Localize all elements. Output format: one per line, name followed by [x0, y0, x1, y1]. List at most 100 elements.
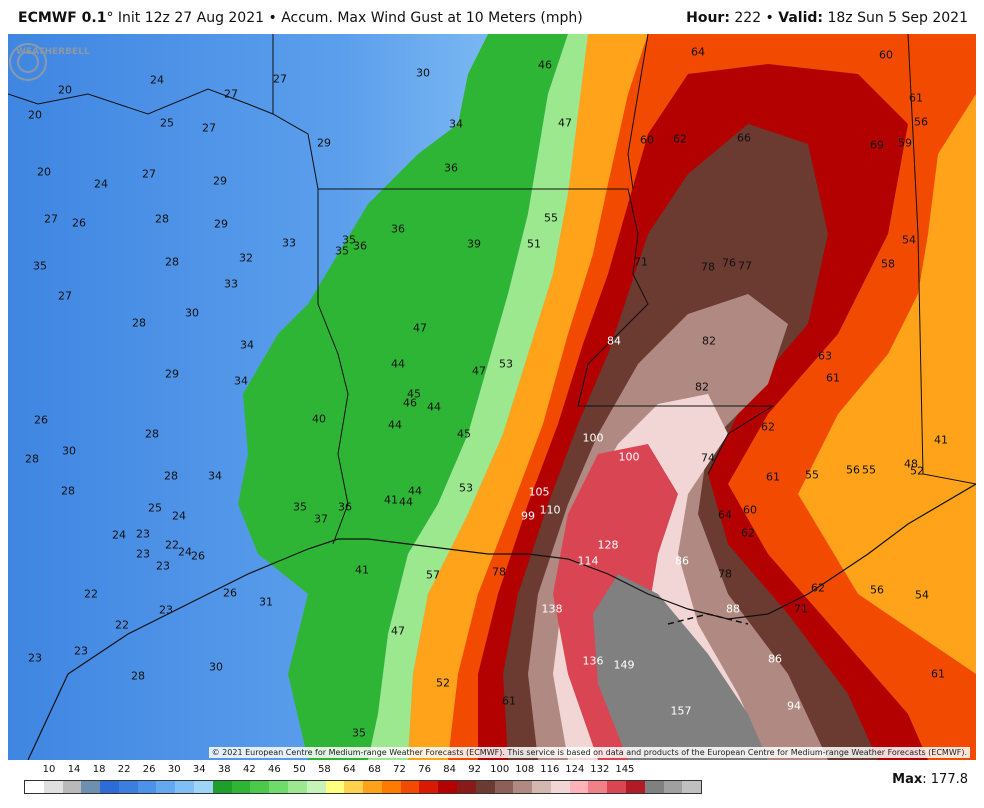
legend-tick: 18	[92, 764, 106, 775]
gust-value: 31	[259, 595, 273, 609]
gust-value: 86	[768, 652, 782, 666]
legend-tick: 42	[242, 764, 256, 775]
gust-value: 52	[910, 464, 924, 478]
map-title: ECMWF 0.1° Init 12z 27 Aug 2021 • Accum.…	[18, 10, 583, 26]
legend-swatch	[532, 781, 551, 793]
legend-swatch	[62, 781, 82, 793]
gust-value: 30	[416, 66, 430, 80]
gust-value: 23	[159, 603, 173, 617]
gust-value: 55	[805, 468, 819, 482]
gust-value: 35	[293, 500, 307, 514]
legend-tick: 132	[590, 764, 610, 775]
legend-swatch	[550, 781, 570, 793]
gust-value: 26	[191, 549, 205, 563]
gust-value: 28	[145, 427, 159, 441]
legend-swatch	[682, 781, 702, 793]
gust-value: 149	[613, 658, 635, 672]
gust-value: 26	[72, 216, 86, 230]
legend-tick: 38	[217, 764, 231, 775]
gust-value: 34	[449, 117, 463, 131]
legend-tick: 72	[393, 764, 406, 775]
gust-value: 20	[58, 83, 72, 97]
gust-value: 22	[165, 538, 179, 552]
gust-value: 53	[499, 357, 513, 371]
gust-value: 37	[314, 512, 328, 526]
legend-swatch	[269, 781, 288, 793]
gust-value: 47	[391, 624, 405, 638]
gust-value: 27	[224, 87, 238, 101]
gust-value: 28	[61, 484, 75, 498]
gust-value: 105	[528, 485, 550, 499]
wind-gust-map[interactable]: 20 24 27 30 46 64 60 20 27 25 27 34 47 61 56 29 60 62 66 69…	[8, 34, 976, 760]
gust-value: 23	[136, 527, 150, 541]
legend-tick: 58	[318, 764, 331, 775]
gust-value: 20	[28, 108, 42, 122]
gust-value: 60	[640, 133, 654, 147]
legend-swatch	[212, 781, 232, 793]
legend-tick: 30	[167, 764, 181, 775]
gust-value: 88	[726, 602, 740, 616]
gust-value: 78	[718, 567, 732, 581]
gust-value: 56	[914, 115, 928, 129]
gust-value: 44	[399, 495, 413, 509]
gust-value: 61	[766, 470, 780, 484]
gust-value: 62	[761, 420, 775, 434]
gust-value: 35	[335, 244, 349, 258]
gust-value: 71	[634, 255, 648, 269]
weatherbell-logo: WEATHERBELL	[9, 43, 90, 81]
forecast-hour: 222	[734, 10, 762, 26]
legend-swatch	[400, 781, 420, 793]
gust-value: 36	[391, 222, 405, 236]
gust-value: 63	[818, 349, 832, 363]
gust-value: 27	[142, 167, 156, 181]
legend-swatch	[626, 781, 645, 793]
gust-value: 52	[436, 676, 450, 690]
gust-value: 61	[826, 371, 840, 385]
gust-value: 128	[597, 538, 619, 552]
gust-value: 46	[403, 396, 417, 410]
legend-tick: 100	[490, 764, 510, 775]
legend-swatch	[513, 781, 533, 793]
legend-swatch	[250, 781, 270, 793]
gust-value: 34	[208, 469, 222, 483]
map-background	[8, 34, 976, 760]
gust-value: 77	[738, 259, 752, 273]
gust-value: 76	[722, 256, 736, 270]
gust-value: 23	[156, 559, 170, 573]
gust-value: 27	[58, 289, 72, 303]
gust-value: 25	[160, 116, 174, 130]
gust-value: 32	[239, 251, 253, 265]
valid-time: Hour: 222 • Valid: 18z Sun 5 Sep 2021	[686, 10, 968, 26]
legend-swatch	[137, 781, 157, 793]
gust-value: 22	[115, 618, 129, 632]
legend-tick: 84	[443, 764, 456, 775]
gust-value: 41	[355, 563, 369, 577]
legend-swatch	[663, 781, 683, 793]
legend-swatch	[231, 781, 251, 793]
gust-value: 23	[136, 547, 150, 561]
legend-swatch	[363, 781, 382, 793]
gust-value: 138	[541, 602, 563, 616]
gust-value: 53	[459, 481, 473, 495]
gust-value: 58	[881, 257, 895, 271]
gust-value: 28	[131, 669, 145, 683]
legend-swatch	[419, 781, 439, 793]
legend-tick: 116	[540, 764, 560, 775]
legend-tick: 14	[67, 764, 81, 775]
gust-value: 62	[673, 132, 687, 146]
gust-value: 39	[467, 237, 481, 251]
legend-swatch	[306, 781, 326, 793]
gust-value: 24	[172, 509, 186, 523]
legend-swatch	[175, 781, 195, 793]
gust-value: 114	[577, 554, 599, 568]
gust-value: 26	[223, 586, 237, 600]
gust-value: 60	[743, 503, 757, 517]
gust-value: 44	[388, 418, 402, 432]
legend-colorbar	[24, 780, 702, 794]
map-header: ECMWF 0.1° Init 12z 27 Aug 2021 • Accum.…	[0, 0, 984, 34]
gust-value: 34	[240, 338, 254, 352]
color-legend: 10 14 18 22 26 30 34 38 42 46 50 58 64 68 72 76 84 92 100 1…	[18, 762, 718, 804]
legend-swatch	[475, 781, 495, 793]
gust-value: 27	[273, 72, 287, 86]
legend-tick: 34	[192, 764, 206, 775]
